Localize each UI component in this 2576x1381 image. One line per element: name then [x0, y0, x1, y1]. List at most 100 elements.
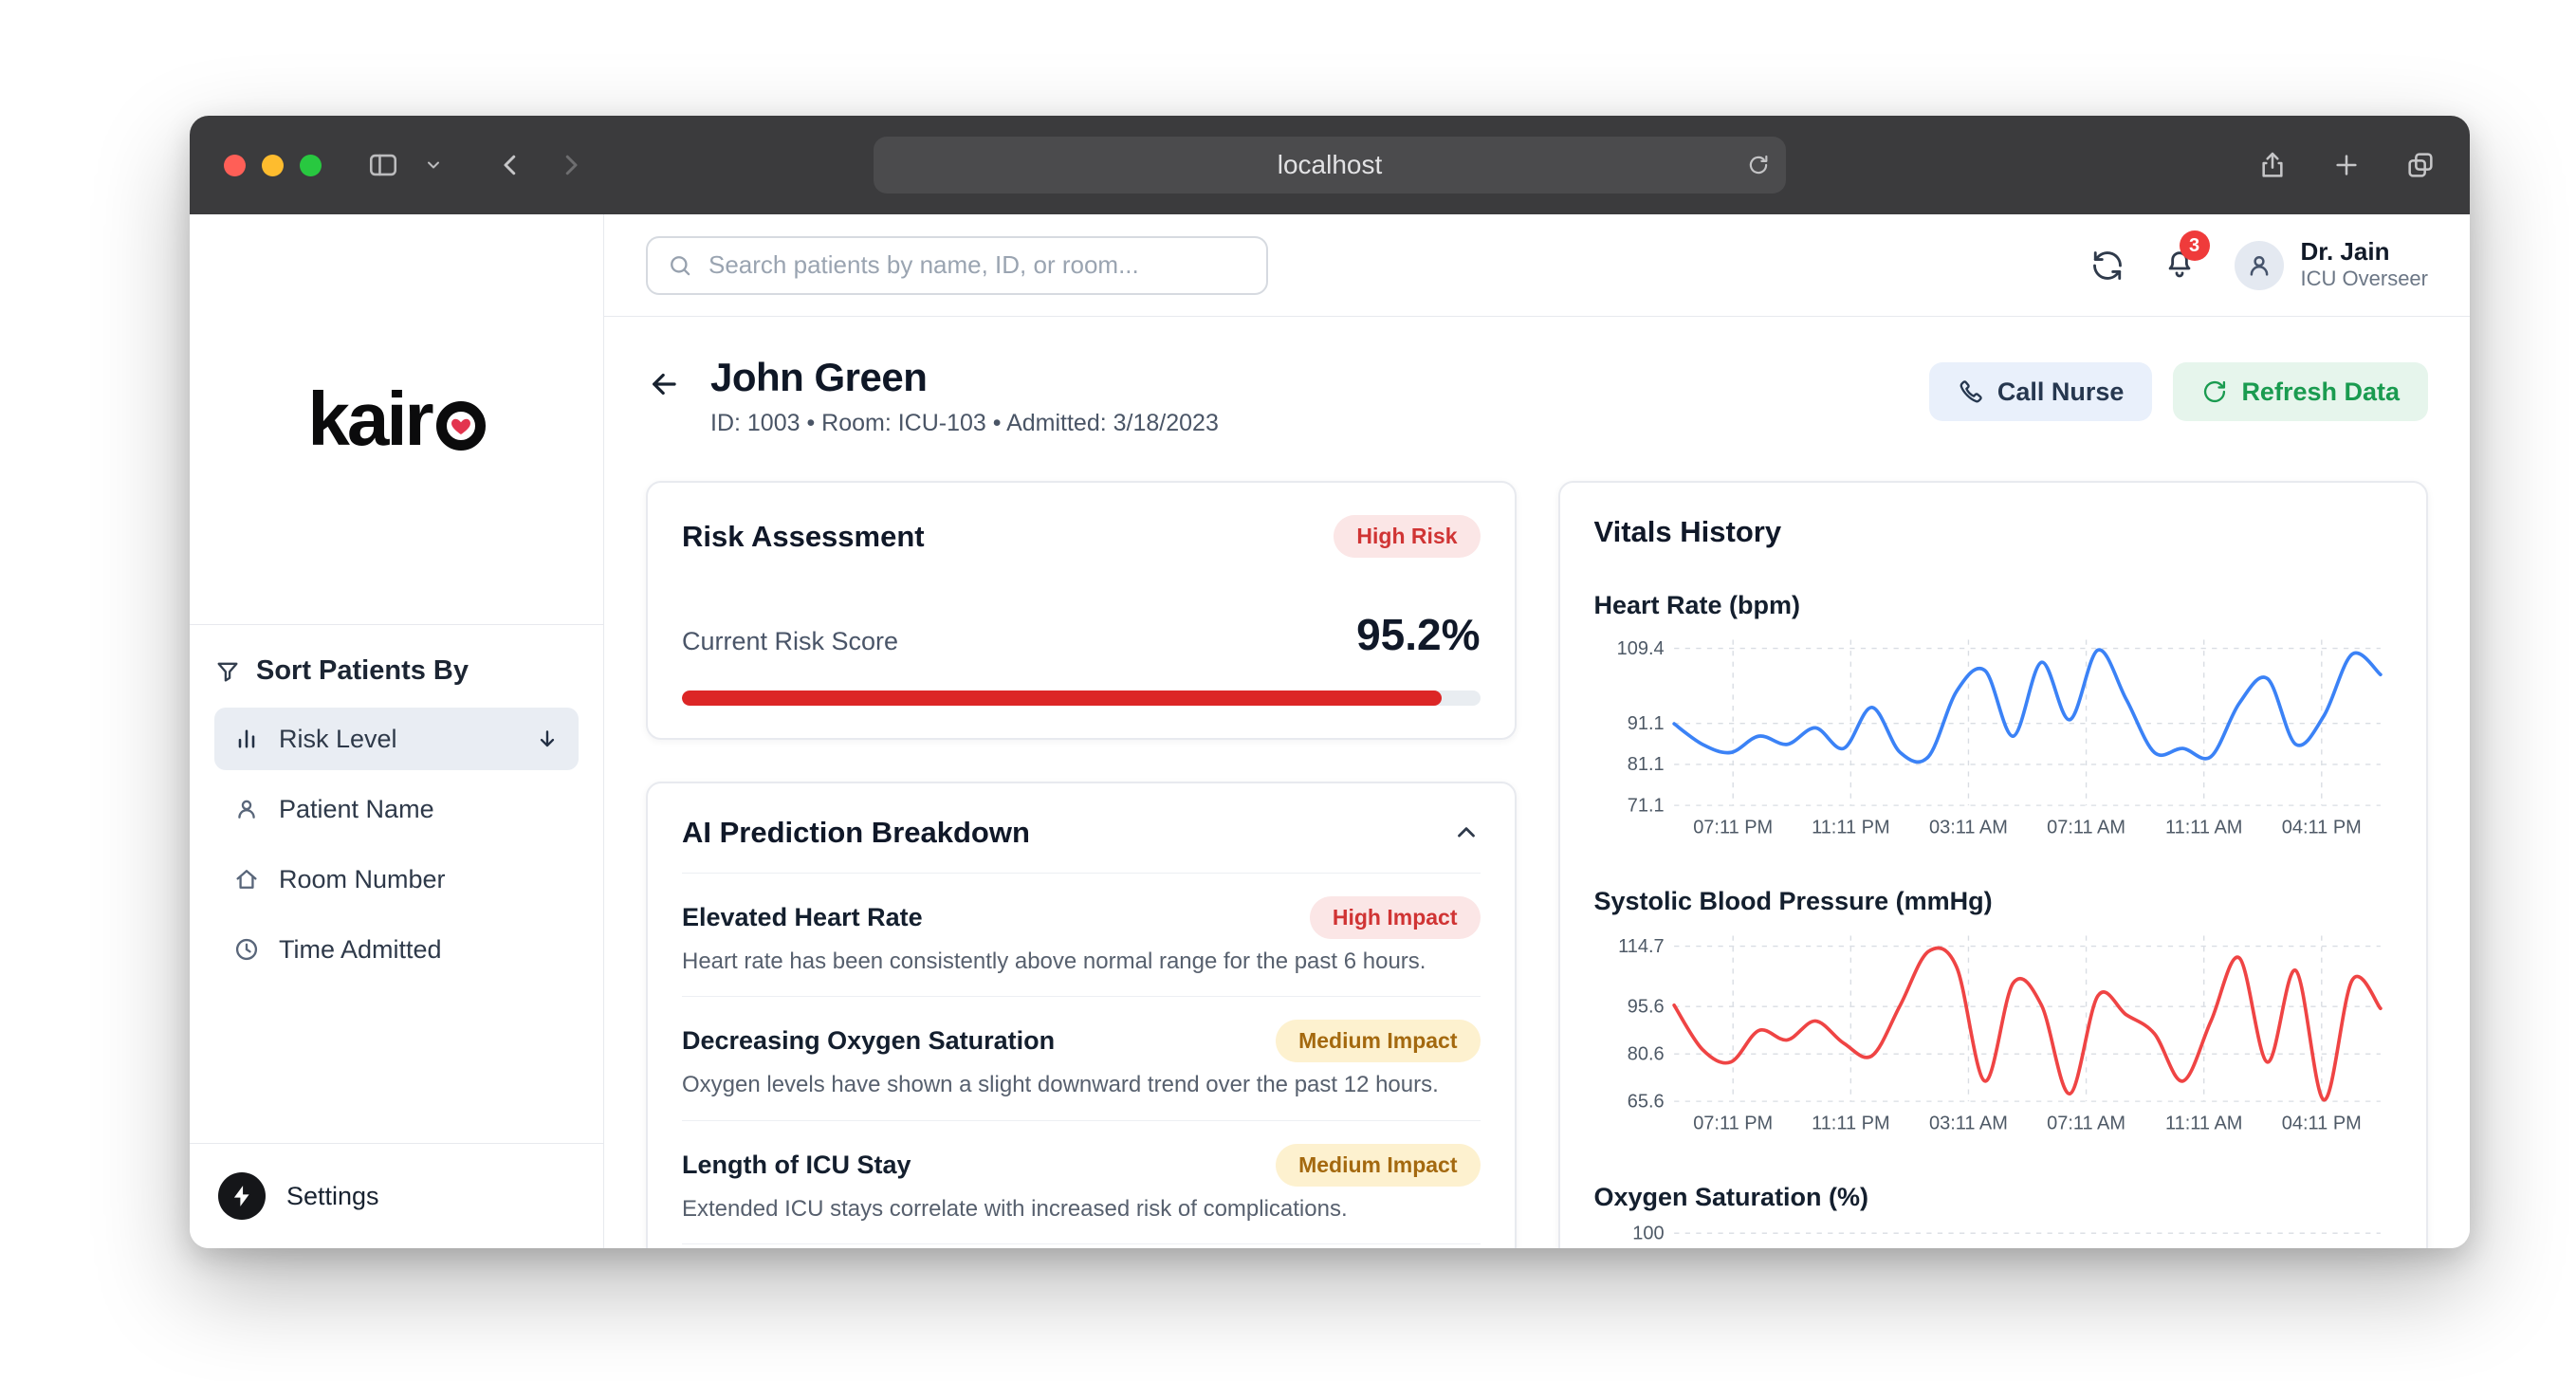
arrow-left-icon[interactable]	[646, 366, 682, 402]
phone-icon	[1958, 378, 1984, 405]
sidebar: kair Sort Patients By	[190, 214, 604, 1248]
risk-card-title: Risk Assessment	[682, 519, 925, 553]
svg-text:91.1: 91.1	[1627, 713, 1664, 734]
new-tab-icon[interactable]	[2331, 150, 2362, 180]
svg-text:07:11 AM: 07:11 AM	[2047, 1114, 2125, 1134]
tab-overview-icon[interactable]	[2405, 150, 2436, 180]
avatar	[2234, 240, 2284, 290]
reload-icon[interactable]	[1746, 153, 1771, 177]
call-nurse-button[interactable]: Call Nurse	[1928, 362, 2153, 421]
svg-text:100: 100	[1632, 1224, 1664, 1244]
svg-text:04:11 PM: 04:11 PM	[2281, 818, 2361, 838]
svg-text:03:11 AM: 03:11 AM	[1929, 1114, 2008, 1134]
blood-pressure-section: Systolic Blood Pressure (mmHg) 114.7 95.6…	[1594, 887, 2393, 1141]
refresh-data-label: Refresh Data	[2241, 377, 2400, 406]
prediction-description: Extended ICU stays correlate with increa…	[682, 1195, 1348, 1222]
svg-text:07:11 AM: 07:11 AM	[2047, 818, 2125, 838]
bar-chart-icon	[233, 726, 260, 752]
chevron-up-icon[interactable]	[1452, 819, 1481, 847]
right-column: Vitals History Heart Rate (bpm) 109.4 91.…	[1557, 481, 2428, 1248]
prediction-description: Oxygen levels have shown a slight downwa…	[682, 1072, 1439, 1098]
logo-block: kair	[190, 214, 603, 625]
svg-text:114.7: 114.7	[1618, 936, 1665, 957]
impact-badge: Medium Impact	[1276, 1020, 1481, 1063]
browser-window: localhost kair	[190, 116, 2470, 1248]
sort-section: Sort Patients By Risk Level	[190, 625, 603, 981]
svg-text:109.4: 109.4	[1616, 638, 1664, 659]
app-topbar: 3 Dr. Jain ICU Overseer	[604, 214, 2470, 317]
chevron-down-icon[interactable]	[424, 156, 443, 175]
svg-text:03:11 AM: 03:11 AM	[1929, 818, 2008, 838]
sidebar-item-room-number[interactable]: Room Number	[214, 848, 579, 911]
settings-label: Settings	[286, 1181, 379, 1210]
svg-text:11:11 PM: 11:11 PM	[1812, 818, 1890, 838]
vitals-history-card: Vitals History Heart Rate (bpm) 109.4 91.…	[1557, 481, 2428, 1248]
risk-progress-track	[682, 690, 1481, 706]
sidebar-item-patient-name[interactable]: Patient Name	[214, 778, 579, 840]
url-bar[interactable]: localhost	[874, 137, 1786, 193]
prediction-item	[682, 1244, 1481, 1248]
impact-badge: Medium Impact	[1276, 1143, 1481, 1187]
sidebar-item-label: Time Admitted	[279, 934, 442, 964]
risk-score-value: 95.2%	[1356, 610, 1481, 659]
share-icon[interactable]	[2257, 150, 2288, 180]
user-name: Dr. Jain	[2300, 237, 2390, 267]
zoom-button[interactable]	[300, 154, 322, 176]
search-input[interactable]	[708, 250, 1247, 280]
divider	[682, 1243, 1481, 1245]
sidebar-item-time-admitted[interactable]: Time Admitted	[214, 918, 579, 981]
patient-header: John Green ID: 1003 • Room: ICU-103 • Ad…	[646, 355, 2428, 437]
divider	[682, 1119, 1481, 1121]
search-box[interactable]	[646, 235, 1268, 295]
heart-rate-section: Heart Rate (bpm) 109.4 91.1 81.1 71.1 07:11 …	[1594, 591, 2393, 845]
minimize-button[interactable]	[262, 154, 284, 176]
blood-pressure-chart: 114.7 95.6 80.6 65.6 07:11 PM 11:11 PM 03:11 A…	[1594, 926, 2393, 1141]
person-icon	[233, 796, 260, 822]
prediction-title: Length of ICU Stay	[682, 1150, 911, 1179]
heart-rate-chart: 109.4 91.1 81.1 71.1 07:11 PM 11:11 PM 03:11 A…	[1594, 630, 2393, 845]
prediction-title: Elevated Heart Rate	[682, 903, 923, 931]
app-root: kair Sort Patients By	[190, 214, 2470, 1248]
user-menu[interactable]: Dr. Jain ICU Overseer	[2234, 237, 2428, 291]
sidebar-item-label: Patient Name	[279, 794, 434, 823]
patient-detail-page: John Green ID: 1003 • Room: ICU-103 • Ad…	[604, 317, 2470, 1248]
ai-prediction-card: AI Prediction Breakdown Elevated Heart R…	[646, 782, 1517, 1248]
settings-row[interactable]: Settings	[190, 1143, 603, 1248]
left-column: Risk Assessment High Risk Current Risk S…	[646, 481, 1517, 1248]
patient-meta: ID: 1003 • Room: ICU-103 • Admitted: 3/1…	[710, 410, 1219, 436]
page-title: John Green	[710, 355, 928, 399]
prediction-item: Length of ICU Stay Medium Impact Extende…	[682, 1121, 1481, 1245]
window-controls	[224, 154, 322, 176]
notifications-button[interactable]: 3	[2162, 230, 2210, 285]
svg-text:07:11 PM: 07:11 PM	[1693, 1114, 1773, 1134]
risk-assessment-card: Risk Assessment High Risk Current Risk S…	[646, 481, 1517, 740]
back-nav-icon[interactable]	[496, 151, 524, 179]
svg-text:04:11 PM: 04:11 PM	[2281, 1114, 2361, 1134]
svg-text:07:11 PM: 07:11 PM	[1693, 818, 1773, 838]
prediction-card-title: AI Prediction Breakdown	[682, 816, 1030, 849]
chart-title: Heart Rate (bpm)	[1593, 591, 1801, 619]
sidebar-item-label: Room Number	[279, 864, 446, 893]
url-text: localhost	[1277, 150, 1383, 179]
bell-icon	[2162, 246, 2197, 280]
logo-heart-icon	[435, 401, 486, 451]
close-button[interactable]	[224, 154, 246, 176]
user-role: ICU Overseer	[2300, 267, 2428, 291]
refresh-data-button[interactable]: Refresh Data	[2173, 362, 2428, 421]
sidebar-toggle-icon[interactable]	[367, 149, 399, 181]
refresh-icon	[2201, 378, 2228, 405]
sidebar-item-risk-level[interactable]: Risk Level	[214, 708, 579, 770]
svg-text:71.1: 71.1	[1627, 795, 1664, 816]
svg-text:65.6: 65.6	[1627, 1092, 1664, 1113]
kairo-logo: kair	[307, 376, 486, 463]
forward-nav-icon[interactable]	[557, 151, 585, 179]
prediction-description: Heart rate has been consistently above n…	[682, 948, 1426, 974]
chart-title: Oxygen Saturation (%)	[1593, 1183, 1869, 1212]
prediction-title: Decreasing Oxygen Saturation	[682, 1026, 1056, 1056]
call-nurse-label: Call Nurse	[1996, 377, 2125, 406]
sync-icon[interactable]	[2090, 249, 2125, 283]
chart-title: Systolic Blood Pressure (mmHg)	[1593, 887, 1993, 916]
clock-icon	[233, 936, 260, 963]
vitals-card-title: Vitals History	[1593, 515, 1782, 548]
svg-text:11:11 AM: 11:11 AM	[2164, 1114, 2241, 1134]
